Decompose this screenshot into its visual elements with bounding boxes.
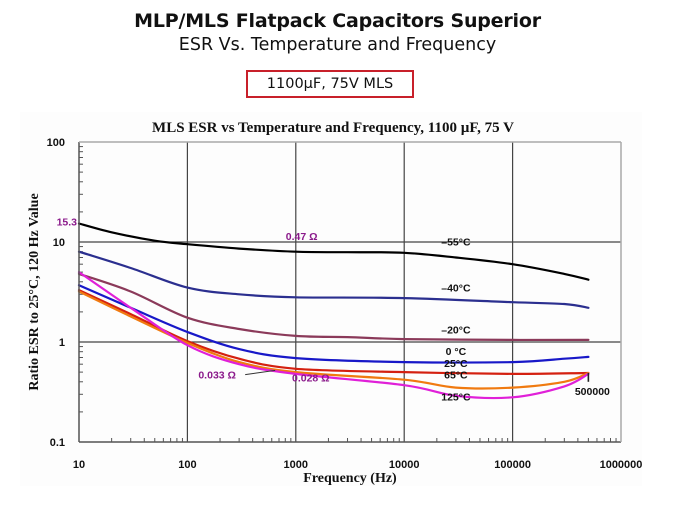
annotation-0-47-ohm: 0.47 Ω	[286, 231, 318, 243]
series-line-minus-20c	[77, 272, 590, 342]
series-label: –55°C	[441, 237, 471, 249]
series-label: 65°C	[444, 370, 468, 382]
x-tick-label: 1000000	[600, 459, 643, 471]
series-line-125c	[77, 271, 590, 400]
annotation-0-033-ohm: 0.033 Ω	[198, 370, 236, 382]
y-tick-label: 100	[47, 137, 65, 149]
series-line-minus-40c	[77, 250, 590, 309]
series-line-minus-55c	[77, 222, 590, 281]
annotations: 15.3 0.47 Ω 0.033 Ω 0.028 Ω 500000	[57, 217, 610, 398]
slide-subtitle: ESR Vs. Temperature and Frequency	[178, 35, 497, 55]
series-label: 25°C	[444, 358, 468, 370]
y-tick-label: 1	[59, 337, 65, 349]
series-lines	[77, 222, 590, 400]
capacitor-spec-badge: 1100µF, 75V MLS	[246, 70, 414, 98]
x-tick-label: 10000	[389, 459, 420, 471]
y-tick-label: 0.1	[50, 437, 65, 449]
series-line-65c	[77, 290, 590, 390]
x-tick-label: 100	[178, 459, 196, 471]
series-line-0c	[77, 284, 590, 364]
series-label: 125°C	[441, 392, 471, 404]
series-labels: –55°C –40°C –20°C 0 °C25°C65°C 125°C	[441, 237, 471, 404]
series-label: –20°C	[441, 324, 471, 336]
series-label: 0 °C	[446, 346, 467, 358]
x-tick-label: 10	[73, 459, 85, 471]
series-label: –40°C	[441, 282, 471, 294]
chart-panel	[20, 112, 642, 486]
axis-ticks	[79, 146, 617, 442]
chart-title: MLS ESR vs Temperature and Frequency, 11…	[152, 120, 514, 136]
grid-lines	[79, 142, 621, 442]
x-axis-label: Frequency (Hz)	[303, 471, 397, 486]
plot-frame	[78, 141, 622, 443]
tick-labels: 10 100 1000 10000 100000 1000000 0.1 1 10 100	[47, 137, 643, 471]
annotation-leader-line	[245, 369, 276, 376]
annotation-15-3: 15.3	[57, 217, 78, 229]
series-line-25c	[77, 289, 590, 376]
y-axis-label: Ratio ESR to 25°C, 120 Hz Value	[27, 193, 42, 390]
slide-title: MLP/MLS Flatpack Capacitors Superior	[134, 10, 541, 32]
annotation-500000: 500000	[575, 386, 610, 398]
x-tick-label: 100000	[494, 459, 531, 471]
x-tick-label: 1000	[284, 459, 308, 471]
y-tick-label: 10	[53, 237, 65, 249]
annotation-0-028-ohm: 0.028 Ω	[292, 373, 330, 385]
